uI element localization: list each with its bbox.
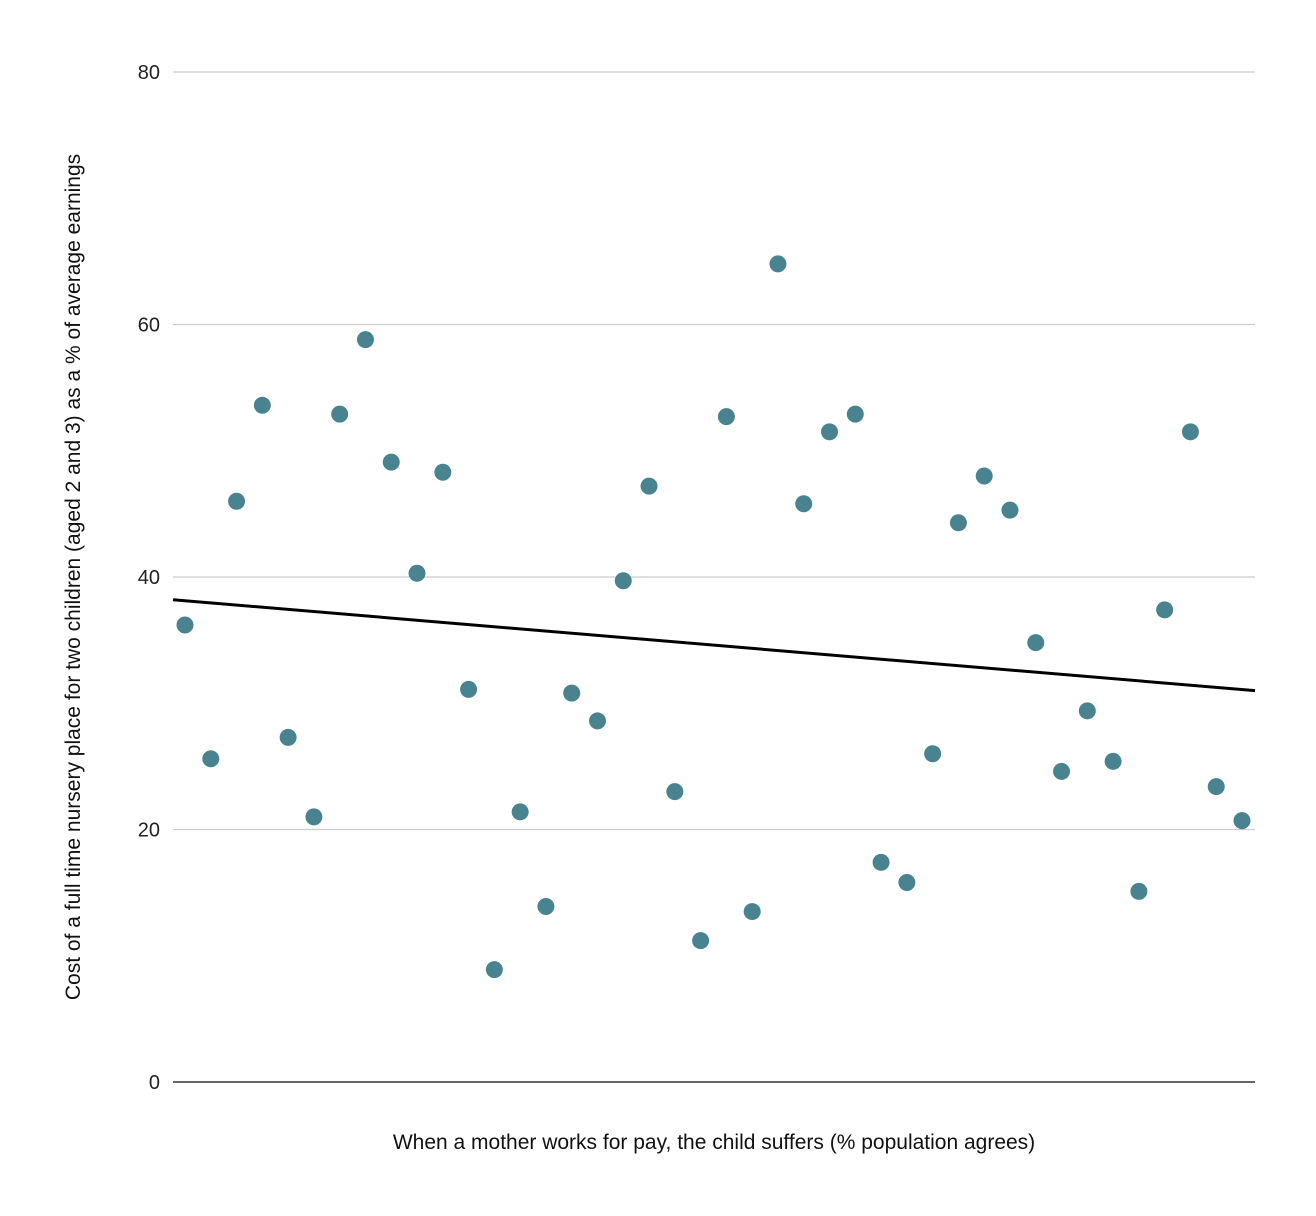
gridlines <box>173 71 1255 1083</box>
data-point <box>460 680 478 698</box>
y-tick-label: 60 <box>138 315 160 337</box>
data-point <box>795 495 813 513</box>
data-point <box>1001 501 1019 519</box>
data-point <box>769 255 787 273</box>
data-point <box>1027 634 1045 652</box>
data-point <box>176 616 194 634</box>
data-point <box>382 453 400 471</box>
data-point <box>640 477 658 495</box>
data-point <box>1130 882 1148 900</box>
data-point <box>743 903 761 921</box>
data-point <box>305 808 323 826</box>
data-point <box>253 396 271 414</box>
y-tick-label: 80 <box>138 62 160 84</box>
data-point <box>717 408 735 426</box>
data-point <box>1181 423 1199 441</box>
data-point <box>408 564 426 582</box>
data-point <box>511 803 529 821</box>
y-tick-label: 40 <box>138 567 160 589</box>
data-point <box>1104 752 1122 770</box>
data-point <box>1053 762 1071 780</box>
y-tick-label: 0 <box>149 1072 160 1094</box>
data-point <box>331 405 349 423</box>
data-point <box>1233 812 1251 830</box>
data-point <box>1078 702 1096 720</box>
y-axis-ticks: 0 20 40 60 80 <box>138 62 160 1094</box>
data-points <box>176 255 1251 979</box>
data-point <box>614 572 632 590</box>
y-axis-title: Cost of a full time nursery place for tw… <box>62 154 85 1000</box>
data-point <box>202 750 220 768</box>
data-point <box>924 745 942 763</box>
x-axis-title: When a mother works for pay, the child s… <box>393 1131 1035 1154</box>
data-point <box>872 853 890 871</box>
data-point <box>821 423 839 441</box>
data-point <box>692 932 710 950</box>
trendline <box>172 598 1256 693</box>
data-point <box>537 898 555 916</box>
data-point <box>846 405 864 423</box>
data-point <box>1207 778 1225 796</box>
data-point <box>434 463 452 481</box>
y-tick-label: 20 <box>138 820 160 842</box>
data-point <box>485 961 503 979</box>
data-point <box>279 728 297 746</box>
data-point <box>228 492 246 510</box>
data-point <box>949 514 967 532</box>
data-point <box>563 684 581 702</box>
data-point <box>975 467 993 485</box>
data-point <box>898 874 916 892</box>
data-point <box>588 712 606 730</box>
data-point <box>356 331 374 349</box>
data-point <box>1156 601 1174 619</box>
data-point <box>666 783 684 801</box>
